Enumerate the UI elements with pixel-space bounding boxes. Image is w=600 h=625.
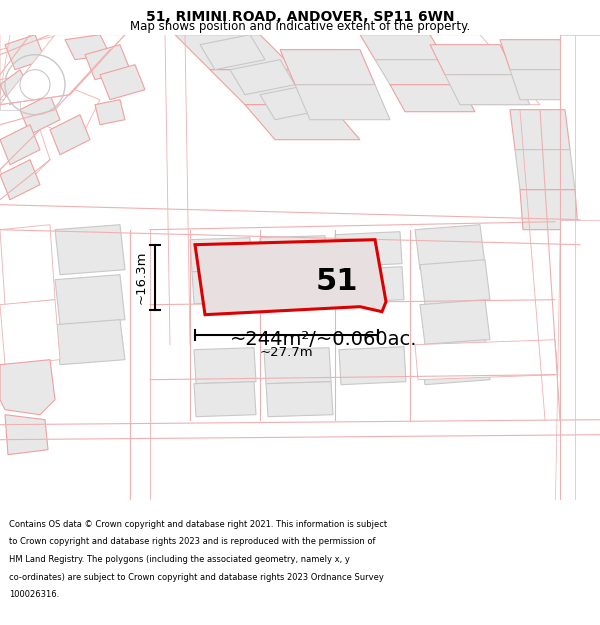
Polygon shape bbox=[445, 74, 530, 104]
Polygon shape bbox=[420, 260, 490, 304]
Polygon shape bbox=[280, 49, 375, 84]
Polygon shape bbox=[5, 415, 48, 455]
Polygon shape bbox=[30, 79, 100, 139]
Polygon shape bbox=[415, 340, 558, 380]
Polygon shape bbox=[35, 54, 75, 94]
Text: Contains OS data © Crown copyright and database right 2021. This information is : Contains OS data © Crown copyright and d… bbox=[9, 520, 387, 529]
Polygon shape bbox=[415, 224, 485, 270]
Polygon shape bbox=[430, 69, 540, 104]
Polygon shape bbox=[0, 34, 20, 110]
Polygon shape bbox=[0, 129, 50, 200]
Polygon shape bbox=[85, 45, 130, 79]
Polygon shape bbox=[0, 224, 55, 304]
Polygon shape bbox=[194, 348, 256, 384]
Polygon shape bbox=[0, 34, 60, 79]
Polygon shape bbox=[510, 110, 570, 149]
Polygon shape bbox=[0, 69, 30, 104]
Polygon shape bbox=[515, 149, 575, 190]
Polygon shape bbox=[262, 270, 329, 307]
Polygon shape bbox=[375, 59, 460, 84]
Polygon shape bbox=[560, 34, 600, 500]
Polygon shape bbox=[266, 382, 333, 417]
Text: Map shows position and indicative extent of the property.: Map shows position and indicative extent… bbox=[130, 21, 470, 33]
Polygon shape bbox=[555, 219, 600, 500]
Polygon shape bbox=[0, 159, 40, 200]
Text: 100026316.: 100026316. bbox=[9, 590, 59, 599]
Text: ~27.7m: ~27.7m bbox=[260, 346, 313, 359]
Polygon shape bbox=[190, 238, 252, 272]
Polygon shape bbox=[520, 190, 578, 229]
Polygon shape bbox=[260, 236, 327, 270]
Polygon shape bbox=[337, 267, 404, 302]
Polygon shape bbox=[0, 359, 55, 415]
Polygon shape bbox=[420, 299, 490, 345]
Polygon shape bbox=[295, 84, 390, 120]
Polygon shape bbox=[50, 115, 90, 154]
Polygon shape bbox=[339, 347, 406, 385]
Polygon shape bbox=[0, 125, 40, 164]
Polygon shape bbox=[230, 59, 295, 94]
Polygon shape bbox=[55, 224, 125, 275]
Polygon shape bbox=[500, 40, 570, 69]
Polygon shape bbox=[0, 299, 60, 364]
Text: HM Land Registry. The polygons (including the associated geometry, namely x, y: HM Land Registry. The polygons (includin… bbox=[9, 555, 350, 564]
Polygon shape bbox=[0, 34, 80, 69]
Polygon shape bbox=[390, 84, 475, 112]
Polygon shape bbox=[195, 239, 386, 315]
Polygon shape bbox=[65, 34, 110, 59]
Text: co-ordinates) are subject to Crown copyright and database rights 2023 Ordnance S: co-ordinates) are subject to Crown copyr… bbox=[9, 572, 384, 581]
Polygon shape bbox=[260, 84, 325, 120]
Polygon shape bbox=[194, 382, 256, 417]
Polygon shape bbox=[335, 232, 402, 267]
Polygon shape bbox=[245, 104, 360, 139]
Polygon shape bbox=[210, 69, 330, 104]
Polygon shape bbox=[420, 340, 490, 385]
Polygon shape bbox=[360, 34, 445, 59]
Polygon shape bbox=[55, 275, 125, 325]
Text: 51, RIMINI ROAD, ANDOVER, SP11 6WN: 51, RIMINI ROAD, ANDOVER, SP11 6WN bbox=[146, 10, 454, 24]
Polygon shape bbox=[0, 59, 60, 99]
Text: 51: 51 bbox=[316, 267, 358, 296]
Polygon shape bbox=[430, 45, 515, 74]
Polygon shape bbox=[264, 348, 331, 384]
Text: to Crown copyright and database rights 2023 and is reproduced with the permissio: to Crown copyright and database rights 2… bbox=[9, 538, 376, 546]
Polygon shape bbox=[20, 94, 60, 134]
Polygon shape bbox=[55, 319, 125, 364]
Text: ~16.3m: ~16.3m bbox=[134, 251, 148, 304]
Polygon shape bbox=[510, 69, 580, 99]
Polygon shape bbox=[95, 99, 125, 125]
Polygon shape bbox=[200, 34, 265, 69]
Polygon shape bbox=[192, 270, 254, 304]
Polygon shape bbox=[100, 64, 145, 99]
Polygon shape bbox=[5, 34, 45, 69]
Polygon shape bbox=[400, 34, 510, 69]
Text: ~244m²/~0.060ac.: ~244m²/~0.060ac. bbox=[230, 330, 418, 349]
Polygon shape bbox=[175, 34, 295, 69]
Polygon shape bbox=[0, 34, 125, 104]
